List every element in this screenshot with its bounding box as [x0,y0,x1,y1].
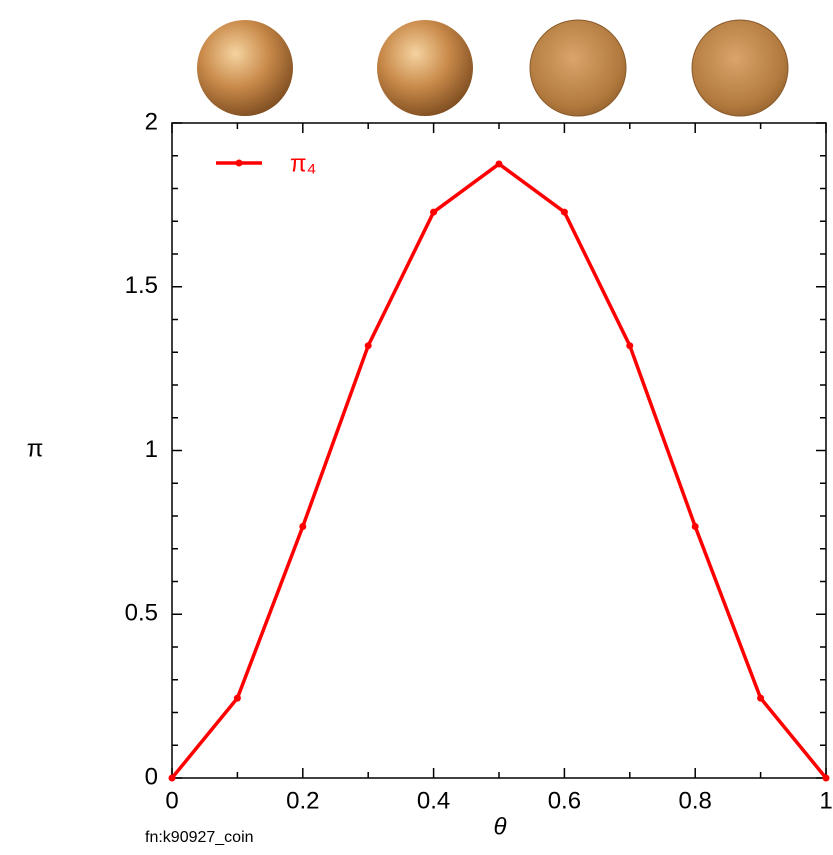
y-tick-label: 0.5 [125,600,158,627]
data-point [692,523,699,530]
x-tick-label: 0.8 [679,787,712,814]
coin-images [197,20,788,116]
data-point [561,209,568,216]
data-point [496,160,503,167]
legend-label: π₄ [290,150,316,177]
x-axis-label: θ [493,813,506,840]
data-point [757,695,764,702]
coin [197,20,293,116]
data-point [169,775,176,782]
coin [377,20,473,116]
data-point [365,342,372,349]
data-point [430,209,437,216]
y-tick-label: 0 [145,763,158,790]
footnote: fn:k90927_coin [145,829,254,846]
x-tick-label: 0.2 [286,787,319,814]
coin [530,20,626,116]
x-tick-label: 0 [165,787,178,814]
data-point [823,775,830,782]
y-axis-label: π [27,435,44,462]
coin [692,20,788,116]
chart: θ π fn:k90927_coin 0 0.2 0.4 0.6 0.8 1 0 0.5 1 1.… [0,0,833,855]
plot-frame [172,123,826,778]
y-tick-label: 2 [145,108,158,135]
data-point [299,523,306,530]
y-tick-label: 1.5 [125,272,158,299]
x-tick-label: 0.4 [417,787,450,814]
x-tick-label: 1 [819,787,832,814]
data-line [172,164,826,778]
data-point [626,342,633,349]
y-tick-label: 1 [145,436,158,463]
legend-marker [236,160,243,167]
x-tick-label: 0.6 [548,787,581,814]
data-point [234,695,241,702]
